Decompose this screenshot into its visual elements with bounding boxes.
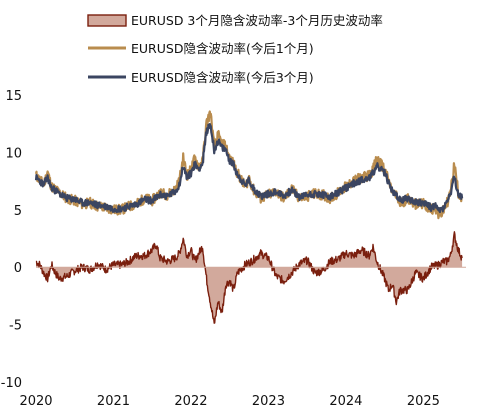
- legend-swatch-spread: [87, 14, 127, 27]
- series-spread-line: [35, 231, 463, 324]
- y-tick-label: 10: [5, 146, 22, 161]
- y-tick-label: 0: [14, 261, 22, 276]
- x-tick-label: 2022: [174, 394, 207, 409]
- legend: EURUSD 3个月隐含波动率-3个月历史波动率 EURUSD隐含波动率(今后1…: [87, 13, 383, 85]
- y-tick-label: 5: [14, 204, 22, 219]
- x-axis: 2020 2021 2022 2023 2024 2025: [19, 394, 439, 409]
- plot-area: [34, 110, 466, 324]
- x-tick-label: 2023: [252, 394, 285, 409]
- series-implied-vol-3m-line: [34, 123, 464, 214]
- y-tick-label: 15: [5, 89, 22, 104]
- legend-label-3m: EURUSD隐含波动率(今后3个月): [131, 70, 314, 85]
- y-axis: 15 10 5 0 -5 -10: [1, 89, 22, 391]
- x-tick-label: 2020: [19, 394, 52, 409]
- x-tick-label: 2024: [329, 394, 362, 409]
- legend-label-1m: EURUSD隐含波动率(今后1个月): [131, 41, 314, 56]
- series-spread-area: [36, 231, 463, 324]
- y-tick-label: -10: [1, 376, 22, 391]
- x-tick-label: 2025: [407, 394, 440, 409]
- legend-label-spread: EURUSD 3个月隐含波动率-3个月历史波动率: [131, 13, 383, 28]
- x-tick-label: 2021: [97, 394, 130, 409]
- y-tick-label: -5: [9, 319, 22, 334]
